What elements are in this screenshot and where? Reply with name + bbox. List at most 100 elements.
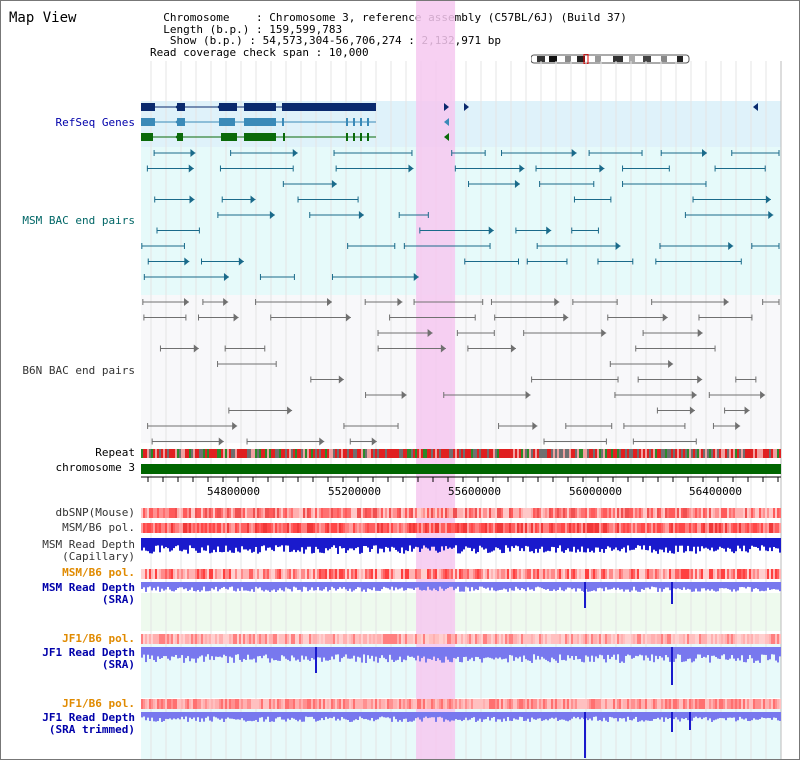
msm-depth-sra-bar: [613, 582, 615, 588]
jf1-pol2-cell: [195, 699, 197, 709]
msm-pol-cell: [507, 523, 509, 533]
dbsnp-cell: [141, 508, 143, 518]
jf1-pol-cell: [195, 634, 197, 644]
msm-pol-cell: [703, 523, 705, 533]
jf1-pol-cell: [409, 634, 411, 644]
jf1-pol-cell: [605, 634, 607, 644]
repeat-segment: [307, 449, 309, 458]
msm-depth-sra-bar: [581, 582, 583, 591]
msm-pol-sra-cell: [673, 569, 675, 579]
dbsnp-cell: [307, 508, 309, 518]
axis-tick-label: 55200000: [328, 485, 381, 498]
jf1-depth2-bar: [577, 712, 579, 718]
msm-depth-cap-bar: [667, 538, 669, 553]
dbsnp-cell: [327, 508, 329, 518]
repeat-segment: [191, 449, 193, 458]
msm-depth-sra-bar: [745, 582, 747, 589]
jf1-pol-cell: [453, 634, 455, 644]
jf1-pol2-cell: [191, 699, 193, 709]
jf1-pol-cell: [301, 634, 303, 644]
dbsnp-cell: [303, 508, 305, 518]
msm-pol-sra-cell: [441, 569, 443, 579]
jf1-depth2-bar: [595, 712, 597, 717]
msm-depth-sra-bar: [559, 582, 561, 588]
dbsnp-cell: [403, 508, 405, 518]
jf1-depth-bar: [663, 647, 665, 661]
jf1-depth2-bar: [261, 712, 263, 718]
jf1-pol-cell: [571, 634, 573, 644]
dbsnp-cell: [761, 508, 763, 518]
jf1-depth2-bar: [417, 712, 419, 718]
repeat-segment: [721, 449, 723, 458]
jf1-pol2-cell: [421, 699, 423, 709]
jf1-depth-bar: [627, 647, 629, 655]
msm-depth-sra-bar: [473, 582, 475, 591]
jf1-depth2-bar: [263, 712, 265, 722]
msm-bac-end-marker: [331, 180, 337, 188]
jf1-pol2-cell: [379, 699, 381, 709]
msm-pol-cell: [687, 523, 689, 533]
msm-depth-cap-bar: [295, 538, 297, 553]
msm-depth-cap-bar: [605, 538, 607, 549]
jf1-depth2-bar: [201, 712, 203, 719]
msm-depth-sra-bar: [365, 582, 367, 592]
msm-depth-cap-bar: [665, 538, 667, 548]
jf1-pol-cell: [755, 634, 757, 644]
info-span-row: Read coverage check span : 10,000: [150, 45, 369, 59]
jf1-depth-bar: [467, 647, 469, 661]
repeat-segment: [299, 449, 301, 458]
msm-depth-cap-bar: [193, 538, 195, 549]
jf1-depth2-bar: [341, 712, 343, 718]
dbsnp-cell: [525, 508, 527, 518]
jf1-pol-cell: [659, 634, 661, 644]
track-label-refseq[interactable]: RefSeq Genes: [11, 117, 135, 129]
msm-depth-sra-bar: [767, 582, 769, 588]
jf1-depth-bar: [425, 647, 427, 663]
jf1-depth-bar: [465, 647, 467, 657]
msm-pol-sra-cell: [525, 569, 527, 579]
msm-depth-cap-bar: [685, 538, 687, 552]
track-label-b6n-bac[interactable]: B6N BAC end pairs: [11, 365, 135, 377]
jf1-depth-bar: [485, 647, 487, 658]
repeat-segment: [651, 449, 653, 458]
jf1-pol-cell: [211, 634, 213, 644]
jf1-depth-bar: [173, 647, 175, 657]
msm-depth-cap-bar: [389, 538, 391, 552]
dbsnp-cell: [757, 508, 759, 518]
dbsnp-label-text: dbSNP(Mouse): [55, 506, 135, 519]
jf1-depth-bar: [163, 647, 165, 657]
jf1-pol-cell: [533, 634, 535, 644]
jf1-depth-bar: [555, 647, 557, 661]
b6n-bac-end-marker: [668, 360, 674, 368]
msm-depth-cap-bar: [387, 538, 389, 548]
jf1-depth-bar: [607, 647, 609, 655]
track-label-jf1-depth-trimmed: JF1 Read Depth (SRA trimmed): [11, 712, 135, 736]
jf1-pol2-cell: [765, 699, 767, 709]
jf1-depth-bar: [577, 647, 579, 660]
dbsnp-cell: [559, 508, 561, 518]
jf1-depth2-bar: [573, 712, 575, 717]
b6n-bac-end-marker: [326, 298, 332, 306]
jf1-pol-cell: [351, 634, 353, 644]
gene-exon: [244, 103, 276, 111]
msm-pol-sra-cell: [415, 569, 417, 579]
repeat-segment: [707, 449, 709, 458]
msm-pol-cell: [211, 523, 213, 533]
jf1-pol2-cell: [263, 699, 265, 709]
jf1-depth-bar: [147, 647, 149, 655]
jf1-pol2-cell: [339, 699, 341, 709]
msm-depth-cap-bar: [489, 538, 491, 553]
chromosome-ideogram[interactable]: [531, 54, 691, 64]
msm-pol-sra-cell: [439, 569, 441, 579]
track-label-msm-bac[interactable]: MSM BAC end pairs: [11, 215, 135, 227]
msm-pol-cell: [465, 523, 467, 533]
jf1-depth2-bar: [377, 712, 379, 720]
msm-pol-cell: [543, 523, 545, 533]
msm-depth-sra-bar: [641, 582, 643, 590]
jf1-depth2-bar: [397, 712, 399, 722]
jf1-depth2-bar: [337, 712, 339, 719]
msm-depth-sra-bar: [449, 582, 451, 587]
dbsnp-cell: [585, 508, 587, 518]
msm-pol-cell: [301, 523, 303, 533]
